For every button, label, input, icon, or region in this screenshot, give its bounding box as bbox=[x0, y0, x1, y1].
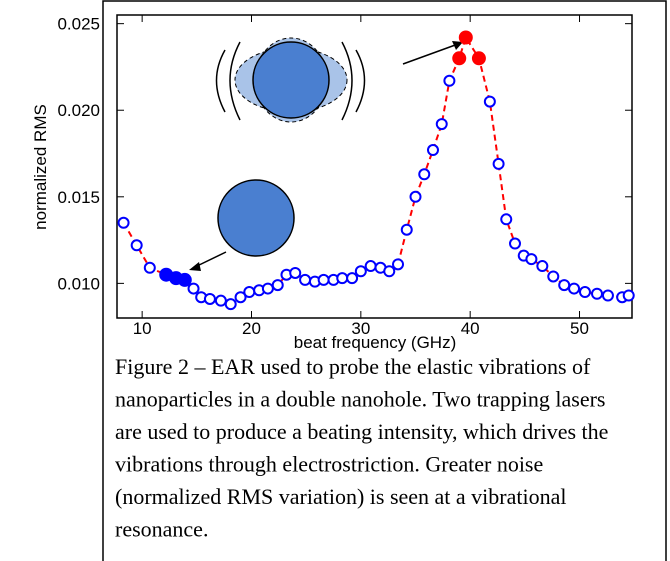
y-tick-label: 0.015 bbox=[57, 188, 100, 207]
data-point bbox=[336, 272, 349, 285]
plot-frame bbox=[116, 14, 633, 319]
data-point bbox=[558, 279, 571, 292]
data-point bbox=[177, 272, 192, 287]
caption-line: are used to produce a beating intensity,… bbox=[115, 419, 608, 444]
data-point bbox=[536, 260, 549, 273]
data-point bbox=[354, 265, 367, 278]
data-point bbox=[214, 294, 227, 307]
y-axis-label: normalized RMS bbox=[31, 104, 50, 230]
data-point bbox=[317, 273, 330, 286]
data-point bbox=[458, 30, 473, 45]
caption-line: nanoparticles in a double nanohole. Two … bbox=[115, 387, 605, 412]
data-point bbox=[234, 291, 247, 304]
data-point bbox=[187, 282, 200, 295]
data-point bbox=[435, 118, 448, 131]
data-point bbox=[261, 282, 274, 295]
data-point bbox=[578, 286, 591, 299]
x-tick-label: 30 bbox=[351, 319, 370, 338]
data-point bbox=[289, 266, 302, 279]
y-tick-label: 0.025 bbox=[57, 15, 100, 34]
x-tick-label: 40 bbox=[461, 319, 480, 338]
y-tick-label: 0.010 bbox=[57, 274, 100, 293]
data-point bbox=[243, 286, 256, 299]
data-point bbox=[483, 95, 496, 108]
data-point bbox=[591, 287, 604, 300]
data-point bbox=[601, 289, 614, 302]
data-point bbox=[471, 51, 486, 66]
x-tick-label: 10 bbox=[133, 319, 152, 338]
caption-line: (normalized RMS variation) is seen at a … bbox=[115, 484, 566, 509]
data-point bbox=[271, 279, 284, 292]
figure-border bbox=[102, 0, 667, 561]
caption-line: vibrations through electrostriction. Gre… bbox=[115, 452, 543, 477]
y-tick-label: 0.020 bbox=[57, 101, 100, 120]
data-point bbox=[383, 265, 396, 278]
x-tick-label: 20 bbox=[242, 319, 261, 338]
data-point bbox=[392, 258, 405, 271]
data-point bbox=[492, 157, 505, 170]
data-point bbox=[143, 261, 156, 274]
data-point bbox=[364, 260, 377, 273]
data-point bbox=[500, 213, 513, 226]
data-point bbox=[224, 298, 237, 311]
x-axis-label: beat frequency (GHz) bbox=[294, 333, 457, 352]
data-point bbox=[525, 253, 538, 266]
data-point bbox=[426, 144, 439, 157]
caption-line: resonance. bbox=[115, 517, 208, 542]
caption-line: Figure 2 – EAR used to probe the elastic… bbox=[115, 354, 591, 379]
data-point bbox=[568, 282, 581, 295]
data-point bbox=[130, 239, 143, 252]
data-point bbox=[452, 51, 467, 66]
illustrations bbox=[189, 37, 463, 271]
data-point bbox=[443, 74, 456, 87]
data-point bbox=[400, 223, 413, 236]
data-point bbox=[117, 216, 130, 229]
data-point bbox=[346, 272, 359, 285]
data-point bbox=[622, 289, 635, 302]
data-point bbox=[409, 190, 422, 203]
data-point bbox=[418, 168, 431, 181]
data-point bbox=[299, 273, 312, 286]
data-point bbox=[203, 292, 216, 305]
data-point bbox=[547, 270, 560, 283]
x-tick-label: 50 bbox=[570, 319, 589, 338]
data-point bbox=[509, 237, 522, 250]
